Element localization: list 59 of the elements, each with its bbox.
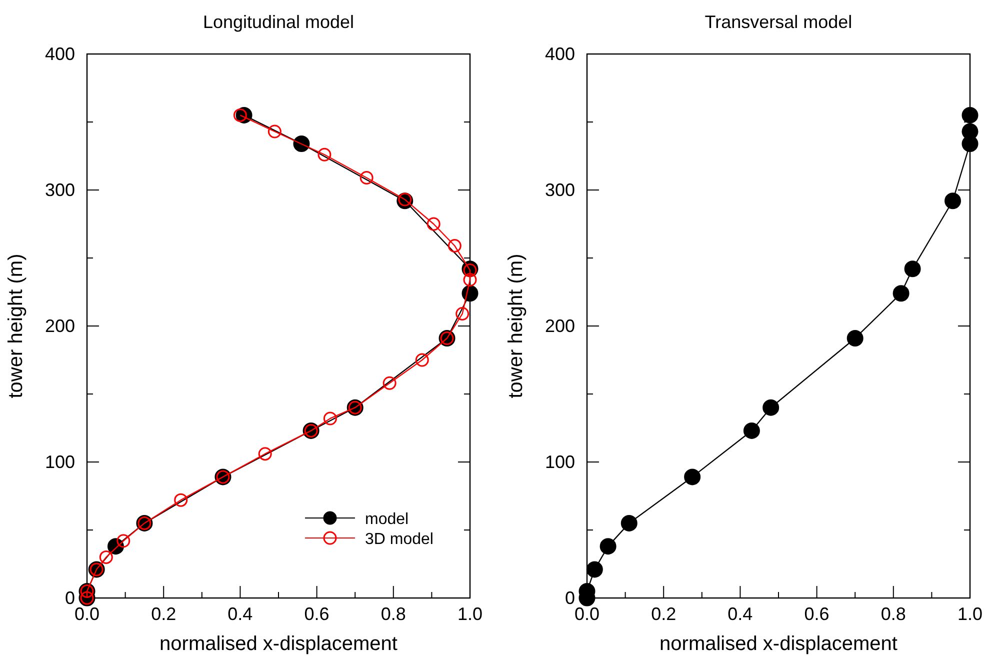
point — [944, 192, 962, 210]
point — [620, 514, 638, 532]
x-tick-label: 0.2 — [151, 604, 176, 624]
x-tick-label: 0.4 — [228, 604, 253, 624]
point — [360, 171, 374, 185]
legend-label: 3D model — [365, 531, 434, 548]
point — [600, 538, 616, 555]
point — [99, 550, 113, 564]
y-tick-label: 100 — [544, 452, 575, 472]
x-tick-label: 0.4 — [728, 604, 753, 624]
point — [743, 422, 760, 439]
y-tick-label: 0 — [564, 588, 575, 608]
y-tick-label: 200 — [44, 316, 75, 336]
x-tick-label: 0.2 — [651, 604, 676, 624]
x-tick-label: 0.6 — [804, 604, 830, 624]
point — [318, 148, 332, 162]
x-tick-label: 0.0 — [74, 604, 100, 624]
point — [586, 561, 603, 578]
legend-label: model — [365, 511, 409, 528]
y-tick-label: 400 — [544, 44, 575, 64]
point — [116, 534, 130, 548]
x-tick-label: 0.8 — [880, 604, 906, 624]
x-axis-title: normalised x-displacement — [660, 633, 898, 655]
point — [762, 399, 780, 416]
y-axis-title: tower height (m) — [5, 254, 27, 398]
point — [892, 285, 910, 302]
point — [398, 192, 412, 206]
point — [463, 273, 477, 287]
point — [382, 376, 396, 390]
point — [456, 307, 470, 321]
x-tick-label: 1.0 — [957, 604, 983, 624]
chart-title: Longitudinal model — [202, 12, 354, 32]
point — [323, 412, 337, 426]
x-axis-title: normalised x-displacement — [160, 633, 398, 655]
point — [293, 136, 310, 152]
point — [174, 493, 188, 507]
y-tick-label: 400 — [44, 44, 75, 64]
point — [846, 330, 864, 346]
y-tick-label: 200 — [544, 316, 575, 336]
y-tick-label: 100 — [44, 452, 75, 472]
y-tick-label: 300 — [544, 180, 575, 200]
x-tick-label: 0.6 — [304, 604, 330, 624]
x-tick-label: 0.0 — [574, 604, 600, 624]
x-tick-label: 1.0 — [457, 604, 483, 624]
y-tick-label: 0 — [64, 588, 75, 608]
point — [268, 124, 282, 138]
y-axis-title: tower height (m) — [505, 254, 527, 398]
point — [962, 106, 978, 124]
point — [962, 136, 978, 152]
point — [904, 260, 921, 278]
point — [426, 217, 440, 231]
point — [684, 468, 701, 486]
point — [448, 239, 462, 253]
point — [415, 353, 429, 367]
x-tick-label: 0.8 — [380, 604, 406, 624]
point — [258, 447, 272, 461]
y-tick-label: 300 — [44, 180, 75, 200]
point — [233, 108, 247, 122]
chart-title: Transversal model — [704, 12, 852, 32]
